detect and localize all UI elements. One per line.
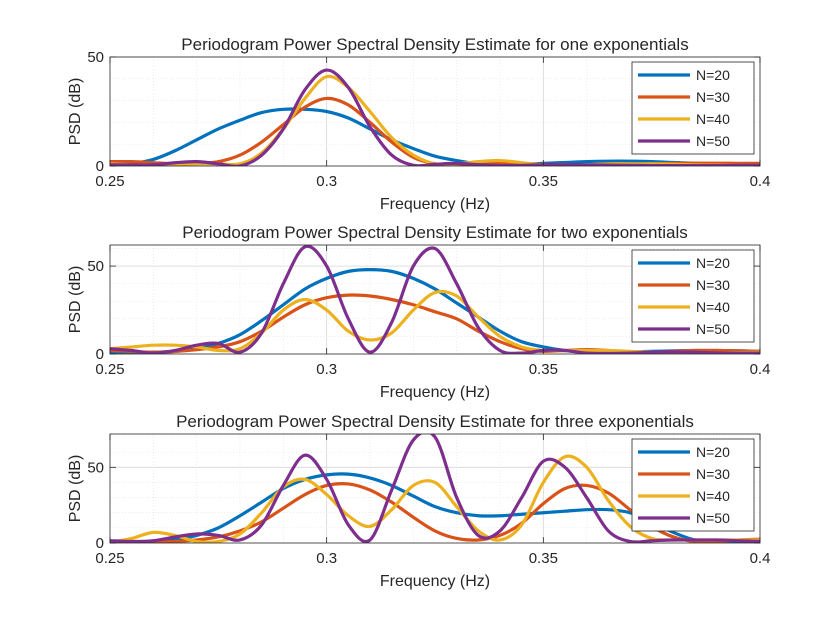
y-axis-label: PSD (dB) (67, 455, 84, 523)
legend: N=20 N=30 N=40 N=50 (631, 249, 755, 343)
x-tick-label: 0.4 (750, 173, 771, 190)
x-tick-label: 0.25 (95, 550, 124, 567)
legend-label-n-20: N=20 (696, 67, 730, 83)
legend-label-n-30: N=30 (696, 277, 730, 293)
axes-frame (109, 244, 761, 355)
y-tick-label: 0 (96, 535, 104, 552)
legend: N=20 N=30 N=40 N=50 (631, 438, 755, 532)
legend-label-n-50: N=50 (696, 133, 730, 149)
y-axis-label: PSD (dB) (67, 266, 84, 334)
x-axis-label: Frequency (Hz) (380, 196, 490, 213)
legend-box (631, 249, 755, 343)
x-axis-label: Frequency (Hz) (380, 573, 490, 590)
legend-label-n-20: N=20 (696, 444, 730, 460)
x-tick-label: 0.4 (750, 550, 771, 567)
y-tick-label: 0 (96, 346, 104, 363)
x-tick-label: 0.3 (316, 173, 337, 190)
y-axis-label: PSD (dB) (67, 78, 84, 146)
series-line-n-40 (110, 454, 760, 543)
x-tick-label: 0.25 (95, 361, 124, 378)
x-tick-label: 0.25 (95, 173, 124, 190)
series-line-n-50 (110, 434, 760, 543)
x-axis-label: Frequency (Hz) (380, 384, 490, 401)
axes-frame (109, 56, 761, 167)
y-tick-label: 0 (96, 158, 104, 175)
chart-title: Periodogram Power Spectral Density Estim… (176, 412, 694, 431)
legend: N=20 N=30 N=40 N=50 (631, 61, 755, 155)
legend-label-n-30: N=30 (696, 89, 730, 105)
chart-title: Periodogram Power Spectral Density Estim… (182, 223, 688, 242)
legend-label-n-40: N=40 (696, 488, 730, 504)
x-tick-label: 0.35 (529, 550, 558, 567)
legend-label-n-40: N=40 (696, 111, 730, 127)
legend-label-n-50: N=50 (696, 510, 730, 526)
y-tick-label: 50 (87, 258, 104, 275)
series-line-n-50 (110, 68, 760, 166)
legend-label-n-40: N=40 (696, 299, 730, 315)
x-tick-label: 0.3 (316, 361, 337, 378)
chart-title: Periodogram Power Spectral Density Estim… (181, 35, 688, 54)
x-tick-label: 0.35 (529, 361, 558, 378)
axes-frame (109, 433, 761, 544)
series-line-n-50 (110, 245, 760, 354)
legend-label-n-30: N=30 (696, 466, 730, 482)
legend-label-n-50: N=50 (696, 321, 730, 337)
series-line-n-20 (110, 107, 760, 166)
legend-box (631, 61, 755, 155)
legend-label-n-20: N=20 (696, 255, 730, 271)
subplot-3: 0.25 0.3 0.35 0.4 0 50 Periodogram Power Spect… (67, 412, 770, 590)
y-tick-label: 50 (87, 49, 104, 66)
y-tick-label: 50 (87, 459, 104, 476)
subplot-1: 0.25 0.3 0.35 0.4 0 50 Periodogram Power Spect… (67, 35, 770, 213)
x-tick-label: 0.35 (529, 173, 558, 190)
legend-box (631, 438, 755, 532)
x-tick-label: 0.4 (750, 361, 771, 378)
x-tick-label: 0.3 (316, 550, 337, 567)
subplot-2: 0.25 0.3 0.35 0.4 0 50 Periodogram Power Spect… (67, 223, 770, 401)
